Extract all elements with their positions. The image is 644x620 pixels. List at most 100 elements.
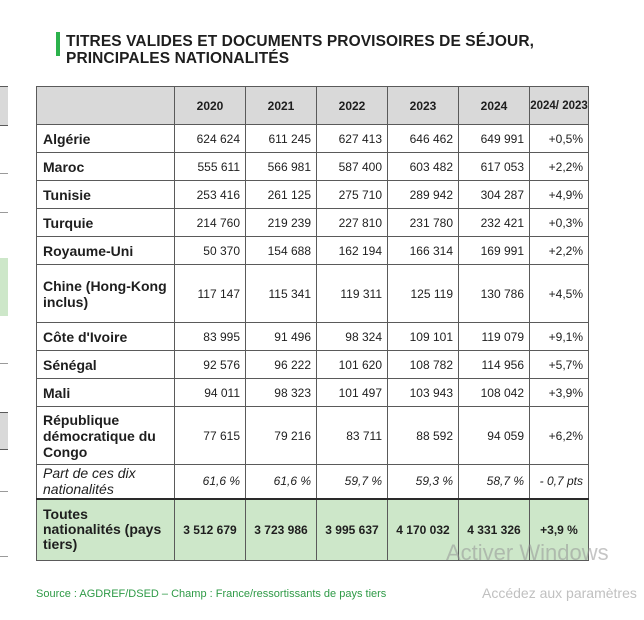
cell-value: 166 314 (387, 236, 459, 265)
table-row: Côte d'Ivoire 83 995 91 496 98 324 109 1… (36, 322, 589, 351)
cell-value: 214 760 (174, 208, 246, 237)
table-row: Royaume-Uni 50 370 154 688 162 194 166 3… (36, 236, 589, 265)
title-line-1: TITRES VALIDES ET DOCUMENTS PROVISOIRES … (66, 33, 535, 50)
cell-value: 627 413 (316, 124, 388, 153)
cell-value: 603 482 (387, 152, 459, 181)
header-2023: 2023 (387, 86, 459, 125)
share-change: - 0,7 pts (529, 464, 589, 500)
cell-value: 96 222 (245, 350, 317, 379)
cell-change: +4,9% (529, 180, 589, 209)
share-row: Part de ces dix nationalités 61,6 % 61,6… (36, 464, 589, 500)
table-row: Tunisie 253 416 261 125 275 710 289 942 … (36, 180, 589, 209)
cell-value: 115 341 (245, 264, 317, 323)
cell-value: 83 711 (316, 406, 388, 465)
cell-value: 101 620 (316, 350, 388, 379)
cell-value: 92 576 (174, 350, 246, 379)
title-accent-bar (56, 32, 60, 56)
header-2021: 2021 (245, 86, 317, 125)
total-row: Toutes nationalités (pays tiers) 3 512 6… (36, 498, 589, 561)
row-label: Chine (Hong-Kong inclus) (36, 264, 175, 323)
cell-value: 94 011 (174, 378, 246, 407)
row-label: Algérie (36, 124, 175, 153)
row-label: Royaume-Uni (36, 236, 175, 265)
cell-value: 119 311 (316, 264, 388, 323)
cell-change: +9,1% (529, 322, 589, 351)
total-value: 4 331 326 (458, 498, 530, 561)
row-label: Tunisie (36, 180, 175, 209)
cell-value: 83 995 (174, 322, 246, 351)
cell-value: 649 991 (458, 124, 530, 153)
cell-value: 624 624 (174, 124, 246, 153)
adjacent-page-divider (0, 491, 8, 492)
cell-change: +4,5% (529, 264, 589, 323)
share-value: 59,7 % (316, 464, 388, 500)
cell-value: 275 710 (316, 180, 388, 209)
header-2020: 2020 (174, 86, 246, 125)
row-label: Côte d'Ivoire (36, 322, 175, 351)
cell-value: 566 981 (245, 152, 317, 181)
cell-value: 114 956 (458, 350, 530, 379)
table-row: Chine (Hong-Kong inclus) 117 147 115 341… (36, 264, 589, 323)
cell-value: 98 324 (316, 322, 388, 351)
cell-value: 253 416 (174, 180, 246, 209)
cell-value: 611 245 (245, 124, 317, 153)
cell-change: +2,2% (529, 152, 589, 181)
share-row-label: Part de ces dix nationalités (36, 464, 175, 500)
adjacent-page-fragment (0, 412, 8, 450)
adjacent-page-fragment (0, 86, 8, 126)
cell-change: +0,5% (529, 124, 589, 153)
cell-value: 289 942 (387, 180, 459, 209)
table-row: République démocratique du Congo 77 615 … (36, 406, 589, 465)
cell-value: 227 810 (316, 208, 388, 237)
cell-value: 232 421 (458, 208, 530, 237)
cell-value: 162 194 (316, 236, 388, 265)
table-header-row: 2020 2021 2022 2023 2024 2024/ 2023 (36, 86, 589, 125)
table-row: Algérie 624 624 611 245 627 413 646 462 … (36, 124, 589, 153)
cell-value: 108 042 (458, 378, 530, 407)
cell-value: 79 216 (245, 406, 317, 465)
cell-value: 125 119 (387, 264, 459, 323)
cell-value: 617 053 (458, 152, 530, 181)
total-value: 3 995 637 (316, 498, 388, 561)
cell-change: +2,2% (529, 236, 589, 265)
cell-value: 130 786 (458, 264, 530, 323)
cell-value: 555 611 (174, 152, 246, 181)
total-value: 3 723 986 (245, 498, 317, 561)
title-line-2: PRINCIPALES NATIONALITÉS (66, 50, 290, 67)
header-change-2024-2023: 2024/ 2023 (529, 86, 589, 125)
cell-value: 88 592 (387, 406, 459, 465)
adjacent-page-divider (0, 363, 8, 364)
share-value: 58,7 % (458, 464, 530, 500)
cell-value: 117 147 (174, 264, 246, 323)
row-label: Sénégal (36, 350, 175, 379)
cell-change: +3,9% (529, 378, 589, 407)
cell-change: +6,2% (529, 406, 589, 465)
cell-value: 587 400 (316, 152, 388, 181)
cell-value: 261 125 (245, 180, 317, 209)
cell-value: 646 462 (387, 124, 459, 153)
header-empty-cell (36, 86, 175, 125)
windows-activation-subtext: Accédez aux paramètres (482, 585, 637, 601)
row-label: Turquie (36, 208, 175, 237)
cell-value: 50 370 (174, 236, 246, 265)
cell-value: 169 991 (458, 236, 530, 265)
cell-value: 119 079 (458, 322, 530, 351)
table-row: Mali 94 011 98 323 101 497 103 943 108 0… (36, 378, 589, 407)
table-row: Sénégal 92 576 96 222 101 620 108 782 11… (36, 350, 589, 379)
header-2022: 2022 (316, 86, 388, 125)
share-value: 59,3 % (387, 464, 459, 500)
header-2024: 2024 (458, 86, 530, 125)
adjacent-page-fragment (0, 258, 8, 316)
cell-value: 154 688 (245, 236, 317, 265)
total-value: 4 170 032 (387, 498, 459, 561)
total-change: +3,9 % (529, 498, 589, 561)
cell-value: 219 239 (245, 208, 317, 237)
cell-value: 231 780 (387, 208, 459, 237)
share-value: 61,6 % (174, 464, 246, 500)
table-title: TITRES VALIDES ET DOCUMENTS PROVISOIRES … (66, 33, 534, 67)
cell-value: 103 943 (387, 378, 459, 407)
windows-activation-watermark: Activer Windows (446, 540, 609, 565)
cell-value: 101 497 (316, 378, 388, 407)
row-label: République démocratique du Congo (36, 406, 175, 465)
adjacent-page-divider (0, 173, 8, 174)
